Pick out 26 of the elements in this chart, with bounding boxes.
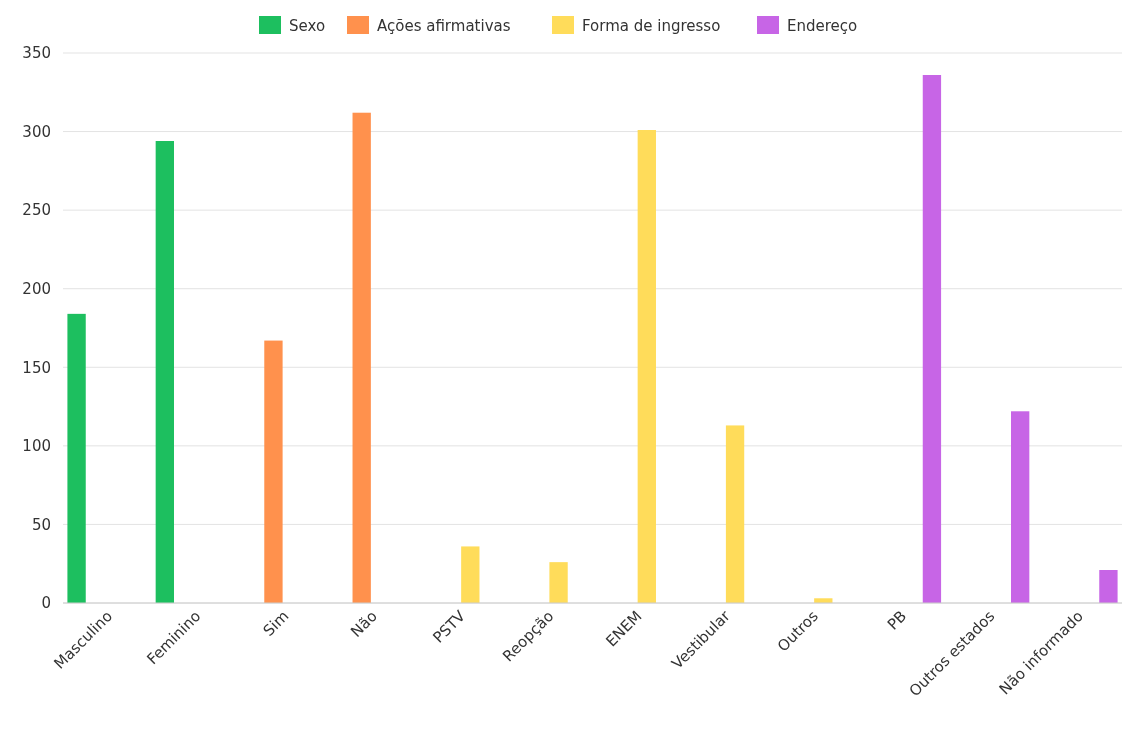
y-tick-label: 150 (22, 358, 51, 377)
bar (461, 546, 480, 603)
bar (352, 112, 371, 603)
bar (725, 425, 745, 603)
bar (264, 340, 283, 603)
x-tick-label: Sim (259, 607, 293, 640)
legend-label: Forma de ingresso (582, 17, 721, 36)
bar (155, 141, 174, 603)
x-tick-label: Não (347, 607, 381, 641)
bar (549, 562, 568, 603)
bar (637, 130, 656, 603)
legend-label: Ações afirmativas (377, 17, 511, 36)
y-tick-label: 200 (22, 279, 51, 298)
bar (1099, 570, 1118, 603)
y-tick-label: 100 (22, 437, 51, 456)
legend-label: Endereço (787, 17, 858, 36)
y-tick-label: 300 (22, 122, 51, 141)
x-tick-label: PB (883, 607, 911, 634)
y-tick-label: 350 (22, 44, 51, 63)
y-tick-label: 250 (22, 201, 51, 220)
y-tick-label: 0 (41, 594, 51, 613)
bar (1011, 411, 1030, 603)
y-tick-label: 50 (31, 515, 51, 534)
bar (922, 75, 942, 603)
bar (67, 313, 86, 603)
legend-label: Sexo (289, 17, 326, 36)
